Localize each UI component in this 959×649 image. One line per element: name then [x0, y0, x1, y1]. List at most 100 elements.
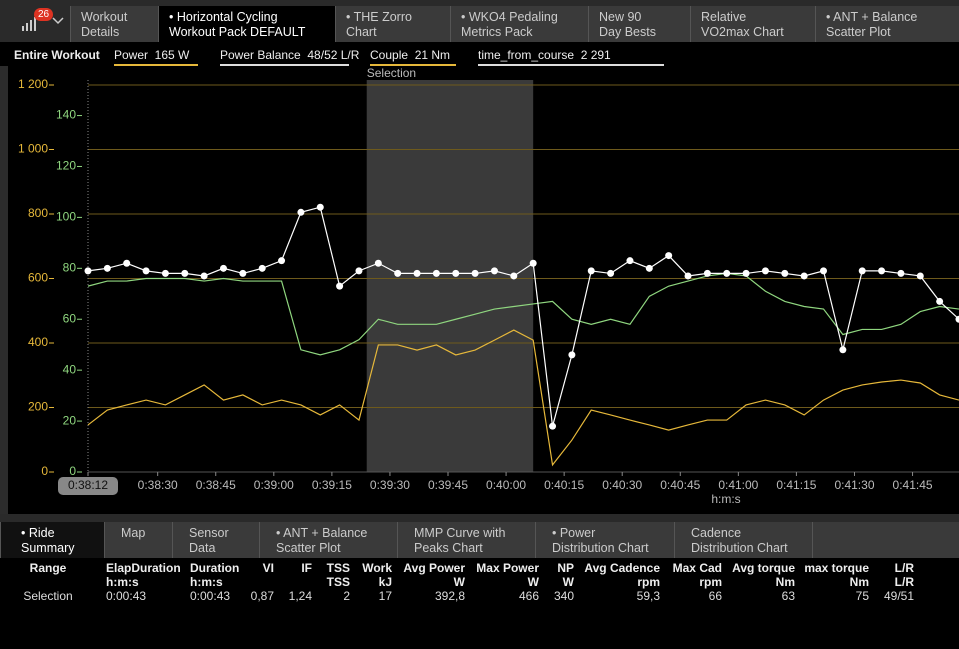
- data-point: [897, 269, 905, 277]
- data-point: [161, 269, 169, 277]
- data-point: [316, 203, 324, 211]
- data-point: [839, 346, 847, 354]
- table-cell: 0:00:43: [106, 589, 147, 603]
- data-point: [278, 257, 286, 265]
- x-tick-label: 0:40:45: [660, 478, 700, 492]
- column-unit: TSS: [326, 575, 350, 589]
- y2-tick-label: 60: [63, 311, 77, 325]
- table-cell: 59,3: [636, 589, 660, 603]
- signal-icon: [22, 17, 36, 31]
- data-point: [123, 259, 131, 267]
- data-point: [742, 269, 750, 277]
- table-cell: 49/51: [883, 589, 914, 603]
- data-point: [878, 267, 886, 275]
- column-header: Work: [362, 561, 392, 575]
- data-point: [394, 269, 402, 277]
- table-cell: 466: [518, 589, 539, 603]
- tab[interactable]: • Ride Summary: [0, 522, 104, 558]
- data-point: [219, 264, 227, 272]
- tab[interactable]: Relative VO2max Chart: [690, 6, 815, 42]
- legend-item[interactable]: time_from_course 2 291: [478, 48, 664, 66]
- tab[interactable]: Map: [104, 522, 172, 558]
- data-point: [413, 269, 421, 277]
- tab[interactable]: Sensor Data: [172, 522, 259, 558]
- tab[interactable]: • WKO4 Pedaling Metrics Pack: [450, 6, 588, 42]
- range-label[interactable]: Entire Workout: [14, 48, 100, 62]
- data-point: [549, 422, 557, 430]
- data-point: [761, 267, 769, 275]
- tab[interactable]: • ANT + Balance Scatter Plot: [259, 522, 397, 558]
- column-unit: h:m:s: [106, 575, 139, 589]
- x-tick-label: 0:38:45: [196, 478, 236, 492]
- y2-tick-label: 100: [56, 210, 76, 224]
- data-point: [510, 272, 518, 280]
- table-cell: 0,87: [250, 589, 274, 603]
- data-point: [800, 272, 808, 280]
- y2-tick-label: 140: [56, 108, 76, 122]
- column-header: Max Cad: [672, 561, 722, 575]
- tab[interactable]: • ANT + Balance Scatter Plot: [815, 6, 959, 42]
- data-point: [781, 269, 789, 277]
- dropdown-arrow[interactable]: [52, 16, 64, 26]
- tab[interactable]: MMP Curve with Peaks Chart: [397, 522, 535, 558]
- tab[interactable]: • Power Distribution Chart: [535, 522, 674, 558]
- data-point: [200, 272, 208, 280]
- column-unit: W: [527, 575, 539, 589]
- table-cell: 2: [343, 589, 350, 603]
- table-cell: 63: [781, 589, 795, 603]
- column-header: Range: [29, 561, 67, 575]
- series-line: [87, 329, 959, 467]
- data-point: [374, 259, 382, 267]
- column-unit: h:m:s: [190, 575, 223, 589]
- y2-tick-label: 20: [63, 413, 77, 427]
- column-unit: L/R: [894, 575, 914, 589]
- legend-item[interactable]: Couple 21 Nm: [370, 48, 456, 66]
- data-point: [142, 267, 150, 275]
- badge: 26: [34, 8, 54, 21]
- tab[interactable]: New 90 Day Bests: [588, 6, 690, 42]
- data-point: [684, 272, 692, 280]
- start-marker: [58, 477, 118, 495]
- data-point: [490, 267, 498, 275]
- data-point: [529, 259, 537, 267]
- column-unit: rpm: [637, 575, 660, 589]
- data-point: [626, 257, 634, 265]
- data-point: [84, 267, 92, 275]
- data-point: [936, 297, 944, 305]
- x-tick-label: 0:38:12: [68, 478, 108, 492]
- x-tick-label: 0:41:15: [776, 478, 816, 492]
- selection-band: [366, 80, 534, 472]
- column-unit: Nm: [849, 575, 869, 589]
- table-cell: Selection: [23, 589, 73, 603]
- tab[interactable]: Workout Details: [70, 6, 158, 42]
- data-point: [723, 269, 731, 277]
- legend-item[interactable]: Power 165 W: [114, 48, 198, 66]
- data-point: [452, 269, 460, 277]
- data-point: [297, 208, 305, 216]
- data-point: [858, 267, 866, 275]
- x-tick-label: 0:39:45: [428, 478, 468, 492]
- data-point: [355, 267, 363, 275]
- data-point: [258, 264, 266, 272]
- column-unit: Nm: [775, 575, 795, 589]
- tab[interactable]: • THE Zorro Chart: [335, 6, 450, 42]
- y2-tick-label: 80: [63, 260, 77, 274]
- x-tick-label: 0:38:30: [138, 478, 178, 492]
- column-header: Max Power: [476, 561, 539, 575]
- column-header: NP: [557, 561, 574, 575]
- y-tick-label: 0: [41, 464, 48, 478]
- tab[interactable]: • Horizontal Cycling Workout Pack DEFAUL…: [158, 6, 335, 42]
- data-point: [587, 267, 595, 275]
- splitter[interactable]: [0, 514, 959, 522]
- data-point: [703, 269, 711, 277]
- column-header: max torque: [804, 561, 869, 575]
- data-point: [955, 315, 959, 323]
- column-header: TSS: [326, 561, 350, 575]
- y2-tick-label: 120: [56, 159, 76, 173]
- column-header: Avg Cadence: [584, 561, 660, 575]
- data-point: [181, 269, 189, 277]
- x-tick-label: 0:40:15: [544, 478, 584, 492]
- tab[interactable]: Cadence Distribution Chart: [674, 522, 812, 558]
- series-line: [87, 272, 959, 356]
